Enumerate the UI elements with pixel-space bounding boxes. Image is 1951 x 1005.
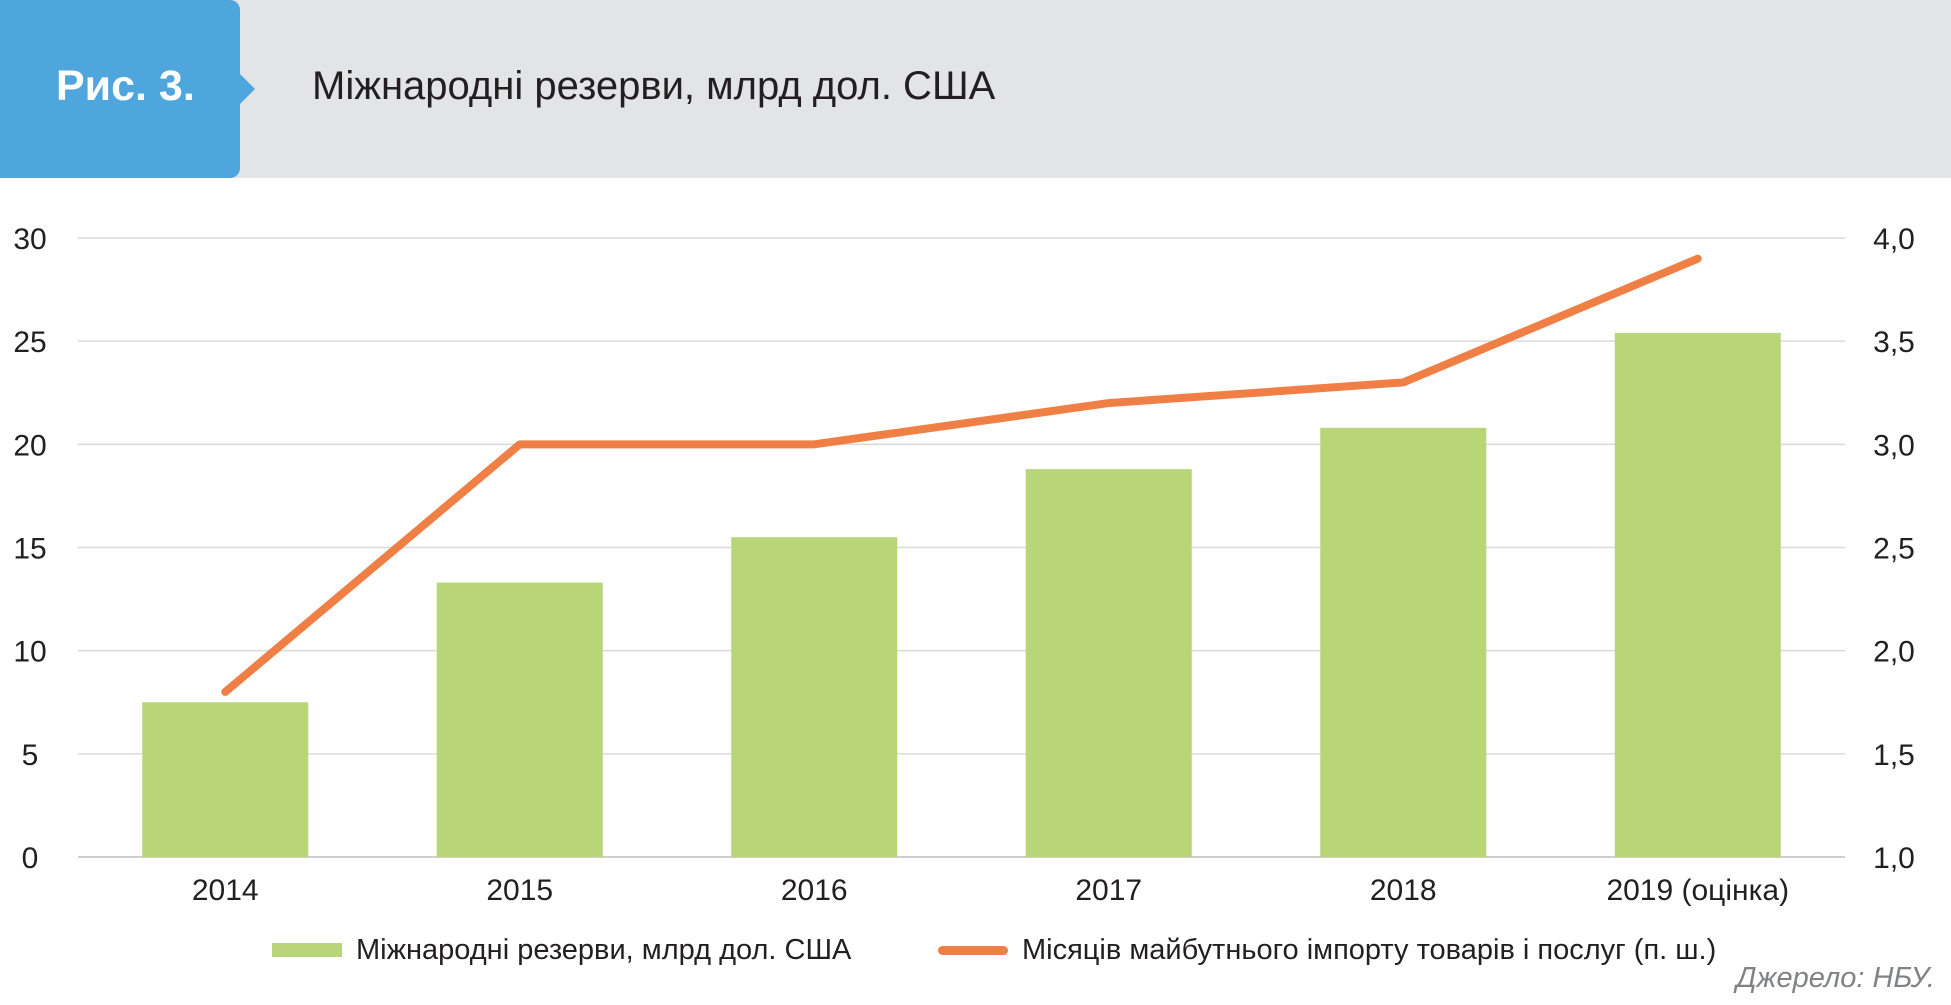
- y-left-tick-label: 15: [13, 533, 46, 566]
- y-left-tick-label: 10: [13, 636, 46, 669]
- x-tick-label: 2017: [1075, 874, 1142, 907]
- x-tick-label: 2016: [781, 874, 848, 907]
- header-band: [0, 0, 1951, 178]
- legend-label-reserves: Міжнародні резерви, млрд дол. США: [356, 933, 852, 966]
- chart-title: Міжнародні резерви, млрд дол. США: [312, 64, 996, 108]
- y-left-tick-label: 30: [13, 223, 46, 256]
- x-tick-label: 2019 (оцінка): [1606, 874, 1789, 907]
- source-note: Джерело: НБУ.: [1736, 962, 1935, 994]
- series-line: [221, 254, 1702, 696]
- y-left-tick-label: 25: [13, 326, 46, 359]
- y-right-tick-label: 2,0: [1873, 636, 1915, 669]
- bar: [1614, 332, 1781, 857]
- figure-tab-arrow-icon: [240, 74, 255, 104]
- y-left-tick-label: 5: [22, 739, 39, 772]
- figure-tab: [0, 0, 240, 178]
- x-tick-label: 2014: [192, 874, 259, 907]
- bar: [142, 702, 309, 857]
- legend-item-import-months: Місяців майбутнього імпорту товарів і по…: [938, 930, 1716, 970]
- legend-swatch-bar-icon: [272, 943, 342, 957]
- y-right-tick-label: 3,5: [1873, 326, 1915, 359]
- bar: [436, 582, 603, 857]
- y-right-tick-label: 4,0: [1873, 223, 1915, 256]
- bar: [1025, 469, 1192, 857]
- figure-label: Рис. 3.: [56, 62, 195, 110]
- y-left-tick-label: 0: [22, 842, 39, 875]
- y-left-tick-label: 20: [13, 429, 46, 462]
- y-right-tick-label: 1,5: [1873, 739, 1915, 772]
- legend-label-import-months: Місяців майбутнього імпорту товарів і по…: [1022, 933, 1717, 966]
- y-right-tick-label: 2,5: [1873, 533, 1915, 566]
- x-tick-label: 2018: [1370, 874, 1437, 907]
- bar: [1320, 427, 1487, 857]
- y-right-tick-label: 1,0: [1873, 842, 1915, 875]
- legend-item-reserves: Міжнародні резерви, млрд дол. США: [272, 930, 851, 970]
- bar: [731, 537, 898, 857]
- legend-swatch-line-icon: [938, 945, 1008, 955]
- x-tick-label: 2015: [486, 874, 553, 907]
- y-right-tick-label: 3,0: [1873, 429, 1915, 462]
